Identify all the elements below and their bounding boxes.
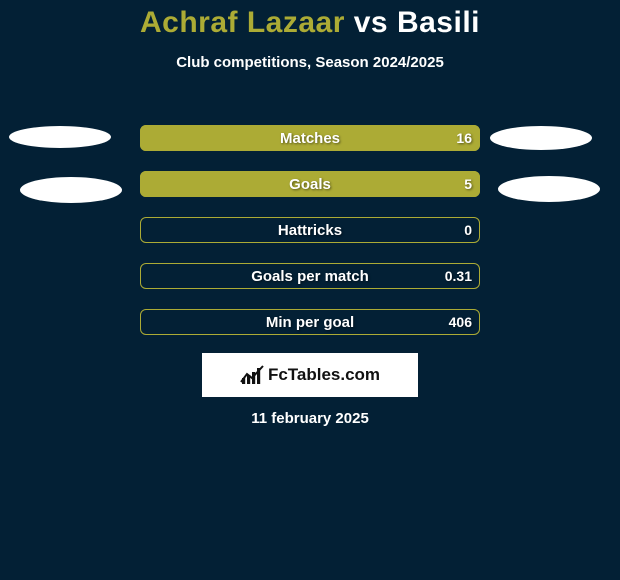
comparison-title: Achraf Lazaar vs Basili (0, 0, 620, 40)
stat-row-value: 0 (464, 217, 472, 243)
player-placeholder-ellipse (9, 126, 111, 148)
title-vs: vs (345, 6, 397, 39)
stat-row-label: Goals per match (140, 263, 480, 289)
stat-row: Hattricks0 (140, 217, 480, 243)
brand-badge: FcTables.com (202, 353, 418, 397)
stat-row-label: Matches (140, 125, 480, 151)
player-placeholder-ellipse (498, 176, 600, 202)
player2-name: Basili (397, 6, 480, 39)
stat-row-label: Goals (140, 171, 480, 197)
stat-row-label: Min per goal (140, 309, 480, 335)
stat-row-value: 5 (464, 171, 472, 197)
date-text: 11 february 2025 (0, 410, 620, 427)
subtitle: Club competitions, Season 2024/2025 (0, 54, 620, 71)
brand-text: FcTables.com (268, 365, 380, 385)
player1-name: Achraf Lazaar (140, 6, 345, 39)
stats-rows: Matches16 Goals5 Hattricks0 Goals per match… (140, 125, 480, 355)
stat-row-value: 16 (456, 125, 472, 151)
stat-row: Goals per match0.31 (140, 263, 480, 289)
stat-row: Min per goal406 (140, 309, 480, 335)
player-placeholder-ellipse (20, 177, 122, 203)
stat-row-label: Hattricks (140, 217, 480, 243)
stat-row: Goals5 (140, 171, 480, 197)
stat-row-value: 0.31 (445, 263, 472, 289)
player-placeholder-ellipse (490, 126, 592, 150)
stat-row: Matches16 (140, 125, 480, 151)
brand-chart-icon (240, 365, 264, 385)
stat-row-value: 406 (449, 309, 472, 335)
